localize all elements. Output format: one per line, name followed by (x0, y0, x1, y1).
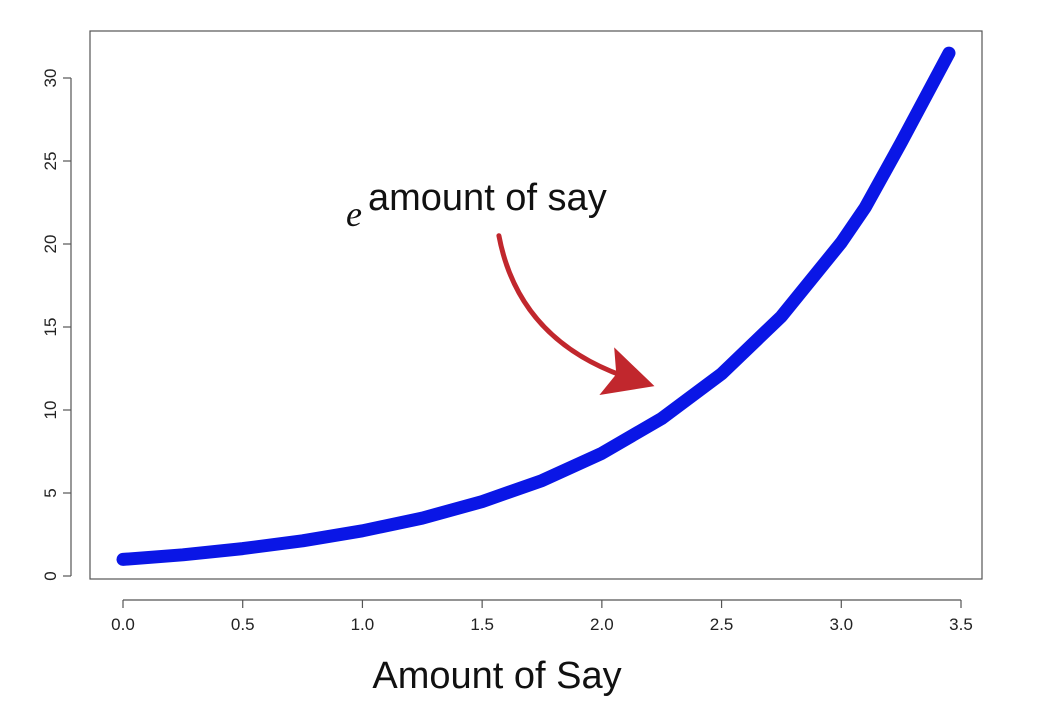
x-tick-label: 2.0 (590, 615, 614, 634)
plot-frame (89, 30, 983, 580)
x-axis-title: Amount of Say (372, 655, 621, 697)
y-axis: 0 5 10 15 20 25 30 (41, 69, 72, 581)
annotation-label: e amount of say (346, 177, 607, 234)
annotation-arrow (496, 233, 655, 396)
x-tick-label: 3.5 (949, 615, 973, 634)
y-tick-label: 15 (41, 318, 60, 337)
y-tick-label: 5 (41, 488, 60, 497)
x-axis: 0.0 0.5 1.0 1.5 2.0 2.5 3.0 3.5 (111, 599, 973, 634)
x-tick-label: 3.0 (829, 615, 853, 634)
y-tick-label: 30 (41, 69, 60, 88)
x-tick-label: 0.5 (231, 615, 255, 634)
x-tick-label: 1.5 (470, 615, 494, 634)
annotation-exponent-text: amount of say (368, 177, 607, 219)
y-tick-label: 25 (41, 152, 60, 171)
y-tick-label: 0 (41, 571, 60, 580)
x-tick-label: 1.0 (351, 615, 375, 634)
series-line-exp (116, 46, 956, 566)
x-tick-label: 0.0 (111, 615, 135, 634)
annotation-base-e: e (346, 194, 362, 234)
x-tick-label: 2.5 (710, 615, 734, 634)
y-tick-label: 20 (41, 235, 60, 254)
y-tick-label: 10 (41, 401, 60, 420)
